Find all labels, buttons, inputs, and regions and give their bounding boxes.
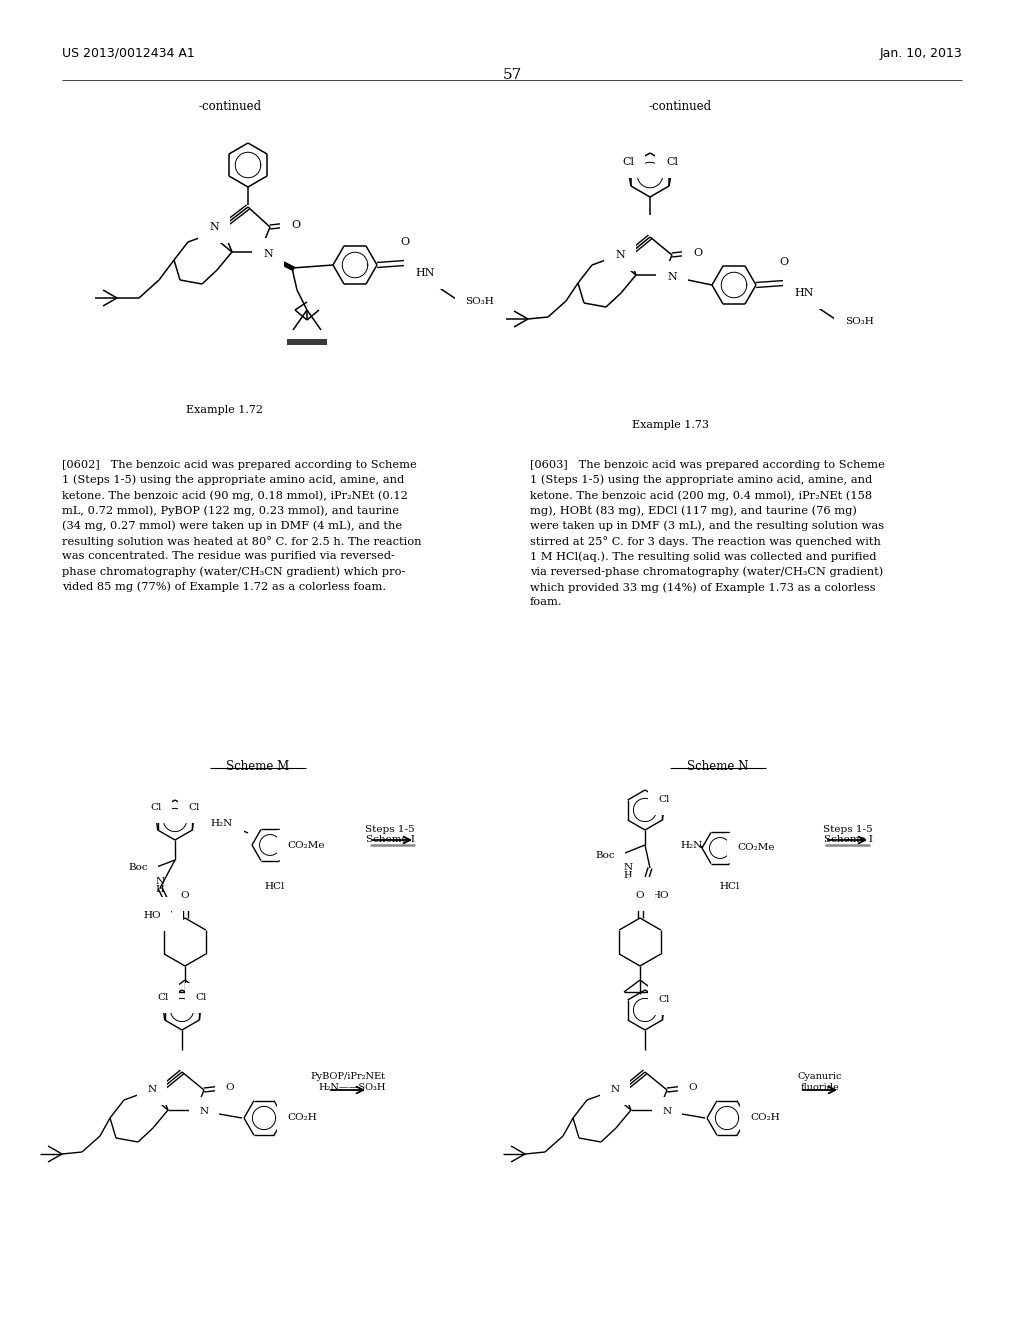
Text: N: N	[663, 1107, 672, 1117]
Text: Boc: Boc	[128, 863, 147, 873]
Text: [0602]   The benzoic acid was prepared according to Scheme
1 (Steps 1-5) using t: [0602] The benzoic acid was prepared acc…	[62, 459, 422, 591]
Text: O: O	[164, 908, 172, 916]
Text: CO₂Me: CO₂Me	[737, 843, 775, 853]
Text: O: O	[693, 248, 702, 257]
Text: H₂N: H₂N	[211, 818, 233, 828]
Text: Steps 1-5: Steps 1-5	[823, 825, 872, 834]
Text: H₂N: H₂N	[681, 841, 703, 850]
Text: Scheme M: Scheme M	[226, 760, 290, 774]
Text: N: N	[200, 1107, 209, 1117]
Text: HO: HO	[143, 912, 161, 920]
Text: PyBOP/iPr₂NEt: PyBOP/iPr₂NEt	[310, 1072, 385, 1081]
Text: Cl: Cl	[157, 994, 168, 1002]
Text: [0603]   The benzoic acid was prepared according to Scheme
1 (Steps 1-5) using t: [0603] The benzoic acid was prepared acc…	[530, 459, 885, 607]
Text: N: N	[263, 249, 272, 259]
Text: N: N	[610, 1085, 620, 1094]
Text: HN: HN	[795, 288, 814, 298]
Text: Scheme I: Scheme I	[823, 836, 872, 843]
Text: Steps 1-5: Steps 1-5	[366, 825, 415, 834]
Text: Cl: Cl	[196, 994, 207, 1002]
Text: H₂N——SO₃H: H₂N——SO₃H	[318, 1082, 386, 1092]
Text: 57: 57	[503, 69, 521, 82]
Text: SO₃H: SO₃H	[466, 297, 495, 305]
Text: O: O	[400, 238, 410, 247]
Text: HCl: HCl	[265, 882, 286, 891]
Text: Cl: Cl	[622, 157, 634, 168]
Text: fluoride: fluoride	[801, 1082, 840, 1092]
Text: N: N	[147, 1085, 157, 1094]
Text: O: O	[636, 891, 644, 900]
Text: US 2013/0012434 A1: US 2013/0012434 A1	[62, 48, 195, 59]
Text: HN: HN	[416, 268, 435, 279]
Text: -continued: -continued	[648, 100, 712, 114]
Text: Boc: Boc	[595, 850, 614, 859]
Text: Cl: Cl	[658, 796, 670, 804]
Text: O: O	[180, 891, 189, 900]
Text: Jan. 10, 2013: Jan. 10, 2013	[880, 48, 962, 59]
Text: SO₃H: SO₃H	[845, 317, 873, 326]
Text: Scheme N: Scheme N	[687, 760, 749, 774]
Text: O: O	[225, 1084, 234, 1093]
Text: Cl: Cl	[658, 995, 670, 1005]
Text: Cyanuric: Cyanuric	[798, 1072, 843, 1081]
Text: H: H	[156, 886, 164, 895]
Text: Example 1.73: Example 1.73	[632, 420, 709, 430]
Text: O: O	[641, 887, 649, 896]
Text: HO: HO	[651, 891, 669, 900]
Text: Cl: Cl	[666, 157, 678, 168]
Text: CO₂H: CO₂H	[287, 1114, 316, 1122]
Text: CO₂H: CO₂H	[751, 1114, 780, 1122]
Text: -continued: -continued	[199, 100, 261, 114]
Text: Example 1.72: Example 1.72	[186, 405, 263, 414]
Text: O: O	[779, 257, 788, 267]
Text: HCl: HCl	[720, 882, 740, 891]
Text: Cl: Cl	[150, 804, 162, 813]
Text: N: N	[156, 878, 165, 887]
Text: CO₂Me: CO₂Me	[288, 841, 325, 850]
Text: N: N	[667, 272, 677, 282]
Text: N: N	[209, 222, 219, 232]
Text: Cl: Cl	[188, 804, 200, 813]
Text: O: O	[292, 220, 301, 230]
Text: N: N	[615, 249, 625, 260]
Text: N: N	[624, 862, 633, 871]
Text: O: O	[689, 1084, 697, 1093]
Text: Scheme I: Scheme I	[366, 836, 415, 843]
Text: H: H	[624, 870, 632, 879]
